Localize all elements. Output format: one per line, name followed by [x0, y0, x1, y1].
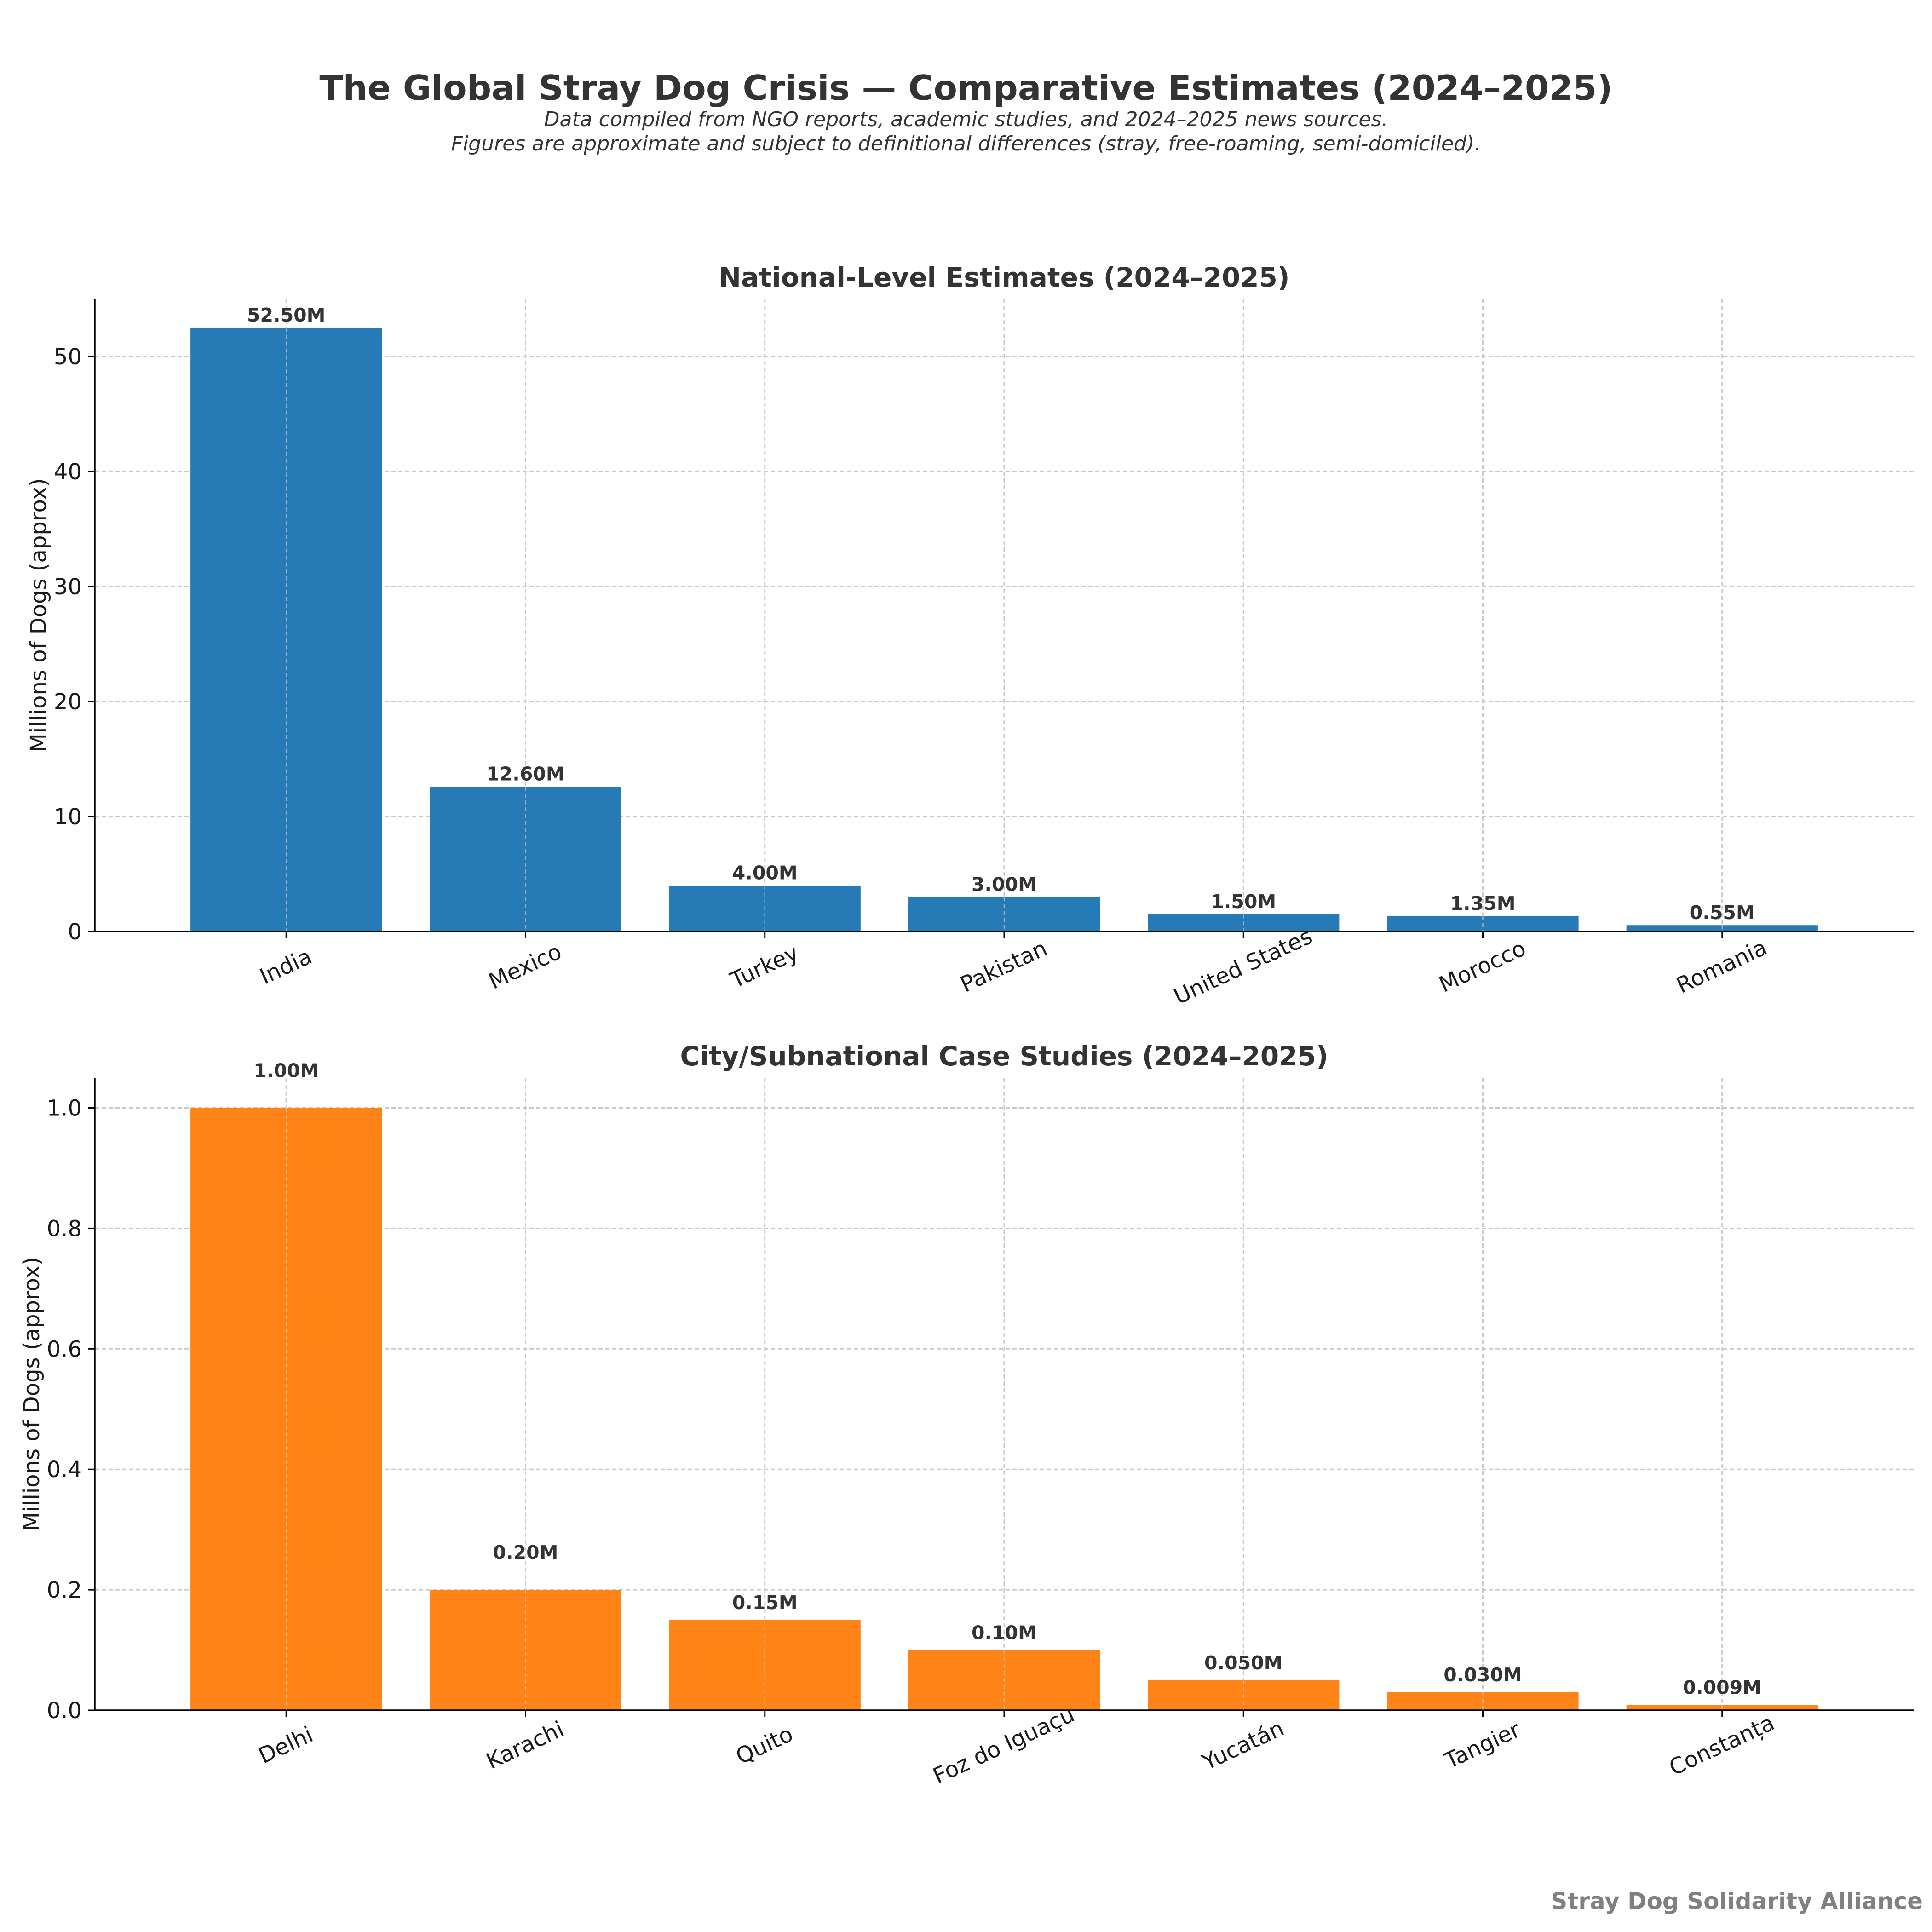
- chart-1-y-tick-label: 0: [68, 919, 82, 945]
- chart-header: The Global Stray Dog Crisis — Comparativ…: [0, 69, 1932, 156]
- chart-2-x-tick-label: Delhi: [255, 1722, 317, 1769]
- chart-1-y-tick-label: 40: [54, 459, 82, 485]
- chart-1-y-tick-label: 20: [54, 689, 82, 715]
- chart-2-x-tick-label: Karachi: [483, 1716, 568, 1775]
- chart-1-x-tick-label: Mexico: [485, 938, 566, 995]
- chart-1-x-tick-label: Turkey: [726, 940, 802, 994]
- chart-1-data-label: 3.00M: [972, 874, 1037, 896]
- chart-2-data-label: 0.10M: [972, 1622, 1037, 1644]
- chart-2-data-label: 0.20M: [493, 1541, 558, 1564]
- chart-2-data-label: 0.009M: [1683, 1677, 1762, 1699]
- chart-1-x-tick-label: Pakistan: [956, 935, 1051, 998]
- chart-1-data-label: 12.60M: [486, 763, 565, 785]
- chart-1-y-axis-label: Millions of Dogs (approx): [26, 478, 52, 752]
- chart-2-x-tick-label: Yucatán: [1198, 1715, 1288, 1776]
- chart-2-y-tick-label: 1.0: [47, 1095, 82, 1121]
- chart-2-x-tick-label: Tangier: [1440, 1717, 1524, 1774]
- chart-subtitle-line-2: Figures are approximate and subject to d…: [451, 132, 1481, 156]
- chart-2-data-label: 0.050M: [1204, 1652, 1283, 1674]
- chart-1-x-tick-label: India: [256, 943, 316, 990]
- chart-1-data-label: 4.00M: [732, 862, 798, 884]
- chart-1-data-label: 0.55M: [1690, 902, 1755, 924]
- chart-subtitle-line-1: Data compiled from NGO reports, academic…: [544, 107, 1388, 131]
- chart-1-x-tick-label: Morocco: [1435, 935, 1530, 998]
- chart-2-x-tick-label: Quito: [732, 1721, 797, 1770]
- chart-1-x-tick-label: Romania: [1673, 934, 1771, 998]
- chart-2-y-tick-label: 0.6: [47, 1336, 82, 1362]
- chart-2-y-tick-label: 0.4: [47, 1457, 82, 1483]
- chart-1-data-label: 52.50M: [247, 304, 326, 326]
- chart-1-title: National-Level Estimates (2024–2025): [719, 262, 1290, 293]
- chart-1-y-tick-label: 50: [54, 344, 82, 370]
- chart-2-title: City/Subnational Case Studies (2024–2025…: [680, 1041, 1328, 1072]
- chart-1-data-label: 1.50M: [1211, 891, 1276, 913]
- chart-2-x-tick-label: Constanța: [1665, 1710, 1778, 1781]
- chart-2-data-label: 1.00M: [253, 1060, 319, 1082]
- chart-1-y-tick-label: 10: [54, 804, 82, 830]
- chart-2-y-tick-label: 0.0: [47, 1698, 82, 1724]
- chart-title: The Global Stray Dog Crisis — Comparativ…: [319, 68, 1613, 108]
- chart-1-y-tick-label: 30: [54, 574, 82, 600]
- chart-2-y-tick-label: 0.8: [47, 1216, 82, 1242]
- chart-2-data-label: 0.030M: [1443, 1664, 1522, 1686]
- chart-2-data-label: 0.15M: [732, 1592, 798, 1614]
- footer-credit: Stray Dog Solidarity Alliance: [1551, 1888, 1923, 1915]
- chart-1-data-label: 1.35M: [1450, 892, 1516, 914]
- chart-2-y-tick-label: 0.2: [47, 1577, 82, 1603]
- chart-2-bar: [430, 1590, 621, 1710]
- chart-2-y-axis-label: Millions of Dogs (approx): [19, 1257, 45, 1531]
